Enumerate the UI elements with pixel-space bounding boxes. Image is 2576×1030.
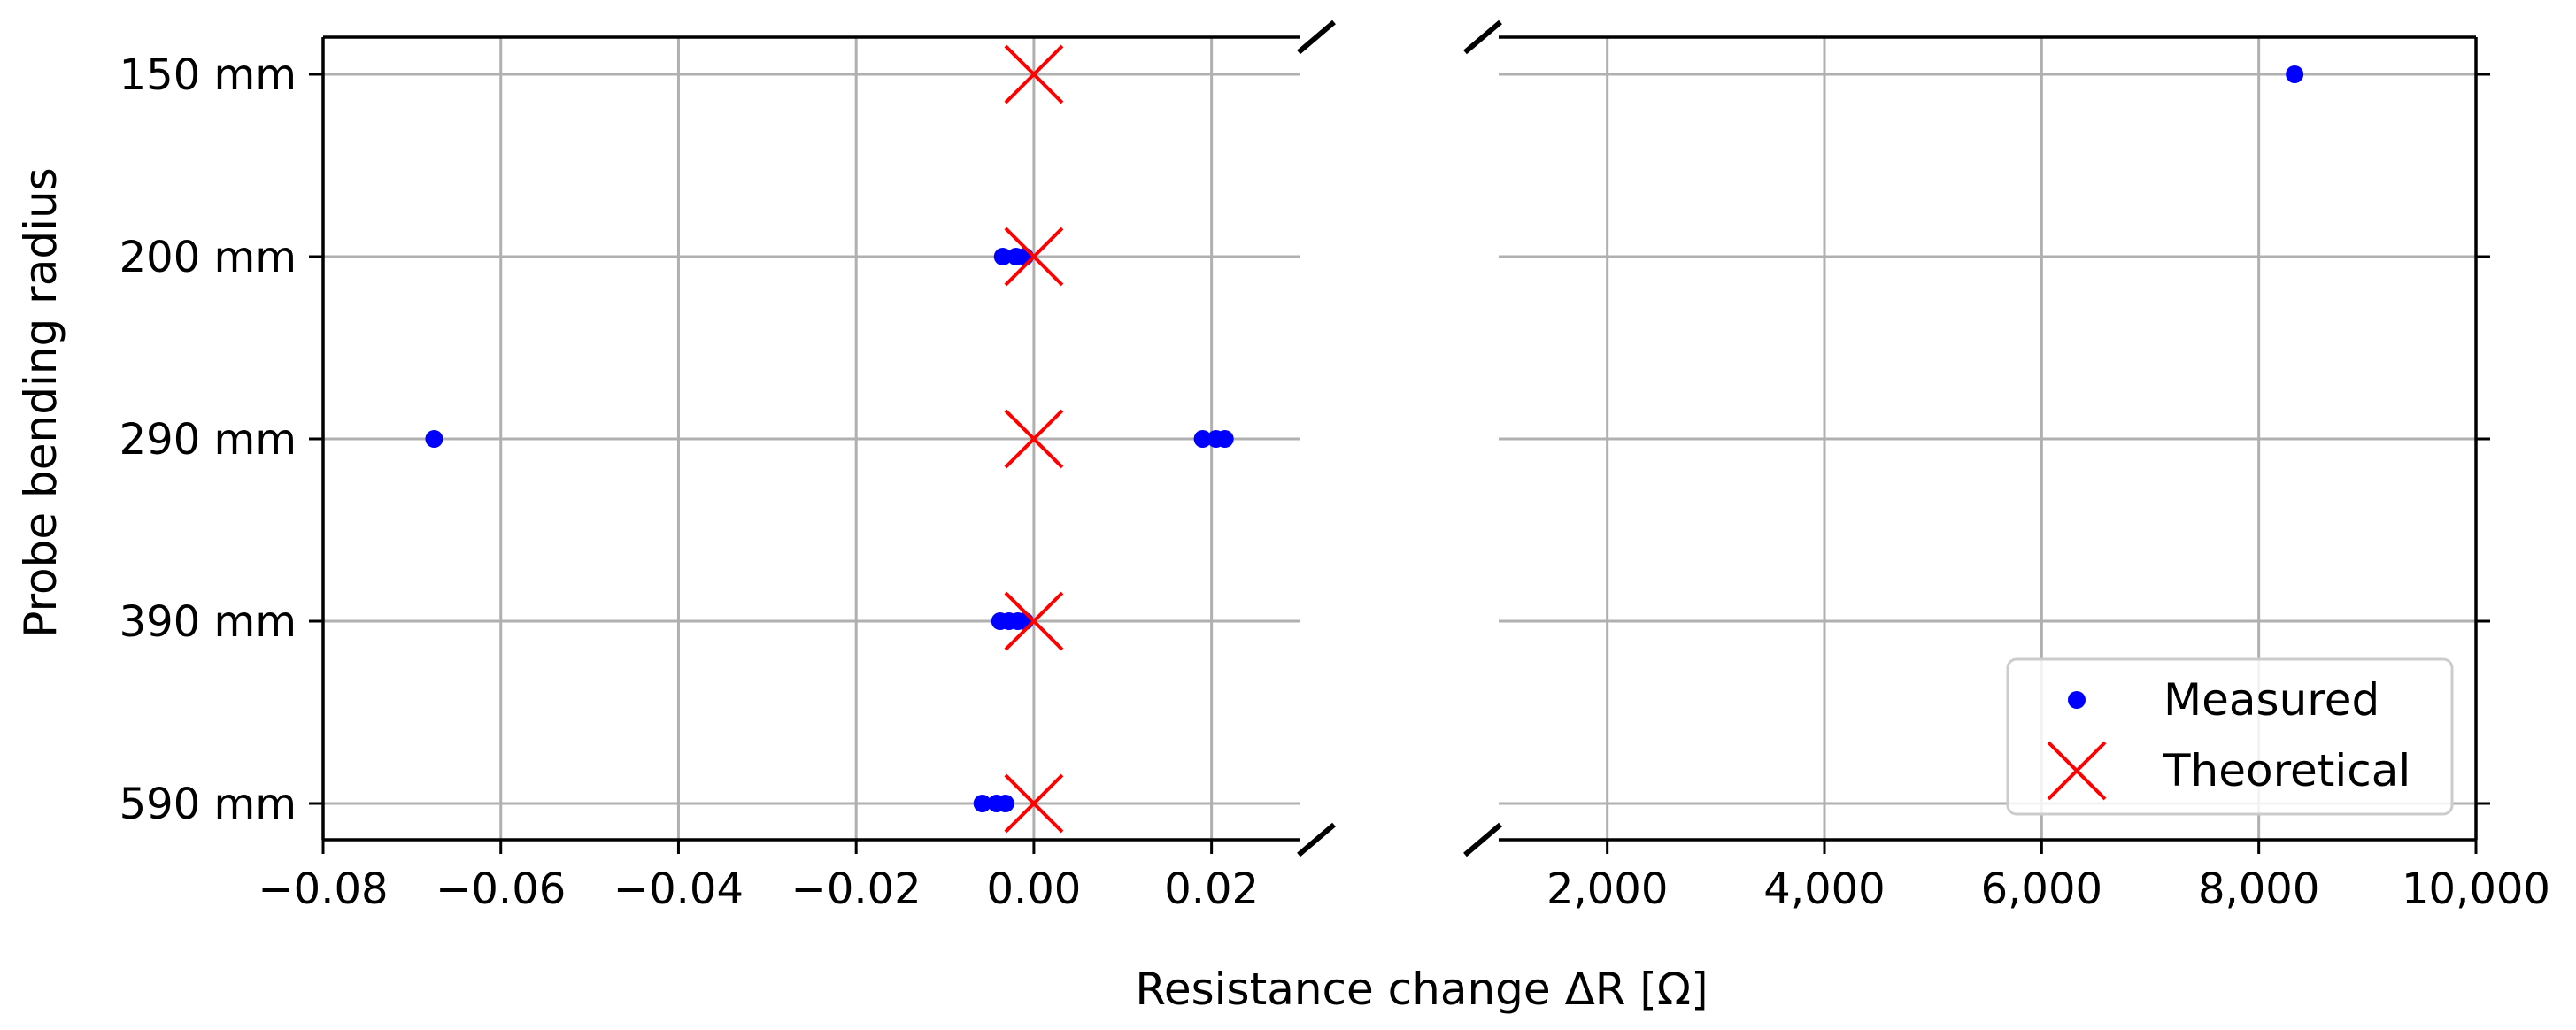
x-tick-label: 6,000 — [1981, 865, 2102, 914]
legend-theoretical-marker — [2047, 741, 2107, 801]
x-axis-label: Resistance change ΔR [Ω] — [1135, 964, 1708, 1015]
measured-point — [993, 248, 1012, 265]
measured-point — [425, 430, 443, 448]
measured-point — [996, 795, 1014, 812]
x-tick-label: 0.02 — [1164, 865, 1259, 914]
axis-spines — [321, 19, 2478, 857]
axis-ticks: 150 mm 200 mm 290 mm 390 mm 590 mm −0.08 −0.06… — [120, 50, 2550, 914]
measured-point — [973, 795, 991, 812]
legend-measured-marker — [2068, 691, 2086, 709]
x-tick-label: 0.00 — [986, 865, 1081, 914]
x-tick-label: 2,000 — [1546, 865, 1668, 914]
y-tick-label: 590 mm — [120, 780, 297, 829]
x-tick-label: −0.02 — [791, 865, 922, 914]
data-marks — [425, 44, 2304, 834]
y-tick-label: 290 mm — [120, 415, 297, 465]
x-tick-label: −0.06 — [436, 865, 566, 914]
measured-point — [1015, 612, 1034, 630]
x-tick-label: −0.08 — [258, 865, 388, 914]
y-tick-label: 390 mm — [120, 597, 297, 647]
y-tick-label: 150 mm — [120, 50, 297, 100]
theoretical-marker — [1004, 773, 1064, 834]
measured-point — [1015, 248, 1034, 265]
axis-break-mark — [1463, 19, 1502, 55]
y-tick-label: 200 mm — [120, 233, 297, 282]
axis-labels: Resistance change ΔR [Ω] Probe bending r… — [15, 167, 1708, 1015]
y-axis-label: Probe bending radius — [15, 167, 66, 637]
measured-point — [2286, 65, 2304, 83]
legend: Measured Theoretical — [2006, 657, 2454, 816]
legend-box — [2006, 657, 2454, 816]
axis-break-mark — [1297, 19, 1336, 55]
x-tick-label: −0.04 — [613, 865, 744, 914]
x-tick-label: 10,000 — [2402, 865, 2550, 914]
theoretical-marker — [1004, 44, 1064, 104]
axis-break-mark — [1297, 822, 1336, 857]
measured-point — [1215, 430, 1234, 448]
x-tick-label: 4,000 — [1763, 865, 1885, 914]
legend-label: Theoretical — [2163, 745, 2410, 796]
x-tick-label: 8,000 — [2198, 865, 2319, 914]
theoretical-marker — [1004, 409, 1064, 469]
legend-label: Measured — [2163, 674, 2379, 726]
theoretical-marker — [1004, 227, 1064, 287]
axis-break-mark — [1463, 822, 1502, 857]
measured-point — [1193, 430, 1212, 448]
theoretical-marker — [1004, 591, 1064, 651]
